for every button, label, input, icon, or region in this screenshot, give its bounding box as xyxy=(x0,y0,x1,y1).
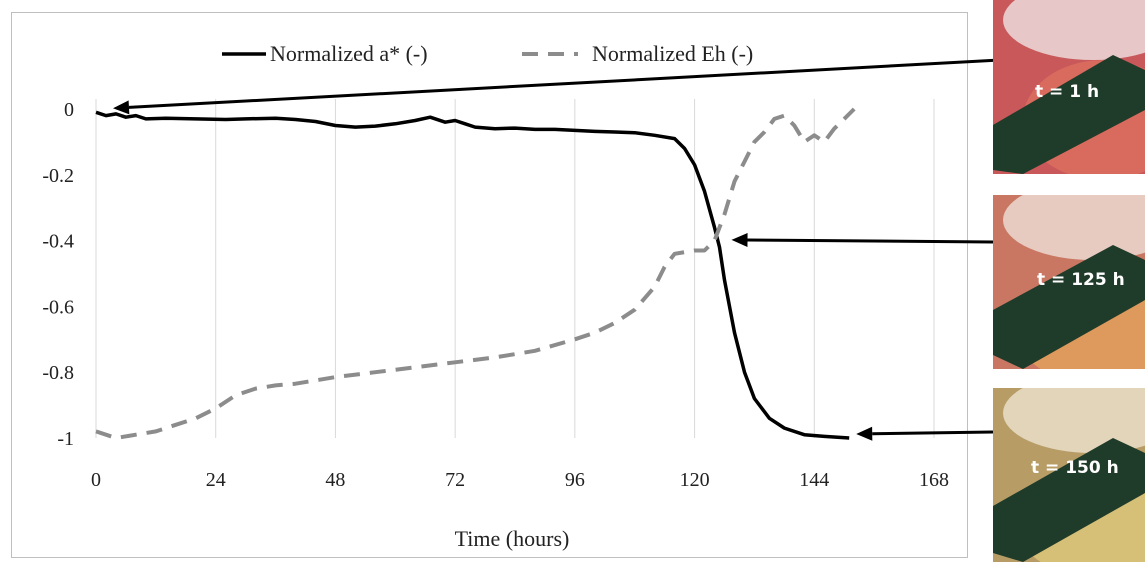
legend-label-1: Normalized a* (-) xyxy=(270,41,428,66)
y-tick-label: -0.2 xyxy=(42,165,74,187)
annotation-arrow-head-3 xyxy=(856,426,873,441)
chart-frame xyxy=(11,12,968,558)
series-group xyxy=(95,107,856,440)
annotation-arrow-head-2 xyxy=(731,233,748,248)
legend-label-2: Normalized Eh (-) xyxy=(592,41,753,66)
annotation-arrow-head-1 xyxy=(112,100,130,115)
x-tick-label: 72 xyxy=(445,469,465,491)
x-tick-label: 168 xyxy=(919,469,949,491)
photo-t1-image xyxy=(993,0,1145,174)
photo-t150-label: t = 150 h xyxy=(1031,458,1119,478)
annotation-arrow-line-3 xyxy=(872,430,994,436)
photo-t1: t = 1 h xyxy=(993,0,1145,174)
y-tick-label: 0 xyxy=(64,99,74,121)
y-tick-label: -1 xyxy=(57,428,74,450)
photo-t150-image xyxy=(993,388,1145,562)
annotation-arrows xyxy=(112,58,1001,441)
series-line-1 xyxy=(95,110,850,440)
y-axis: 0 -0.2 -0.4 -0.6 -0.8 -1 xyxy=(42,99,74,450)
x-tick-label: 144 xyxy=(799,469,829,491)
y-tick-label: -0.8 xyxy=(42,362,74,384)
grid-lines xyxy=(95,99,935,438)
photo-t125-image xyxy=(993,195,1145,369)
photo-t150: t = 150 h xyxy=(993,388,1145,562)
x-tick-label: 120 xyxy=(680,469,710,491)
series-line-2 xyxy=(95,107,856,440)
legend: Normalized a* (-) Normalized Eh (-) xyxy=(222,41,753,66)
annotation-arrow-line-2 xyxy=(747,238,994,244)
x-tick-label: 96 xyxy=(565,469,585,491)
x-tick-label: 0 xyxy=(91,469,101,491)
y-tick-label: -0.6 xyxy=(42,296,74,318)
y-tick-label: -0.4 xyxy=(42,231,74,253)
x-axis: 0 24 48 72 96 120 144 168 xyxy=(91,469,949,491)
photo-t1-label: t = 1 h xyxy=(1035,82,1100,102)
x-tick-label: 48 xyxy=(325,469,345,491)
x-axis-title: Time (hours) xyxy=(455,526,570,551)
photo-t125-label: t = 125 h xyxy=(1037,270,1125,290)
photo-t125: t = 125 h xyxy=(993,195,1145,369)
x-tick-label: 24 xyxy=(206,469,226,491)
annotation-arrow-line-1 xyxy=(128,58,1001,109)
